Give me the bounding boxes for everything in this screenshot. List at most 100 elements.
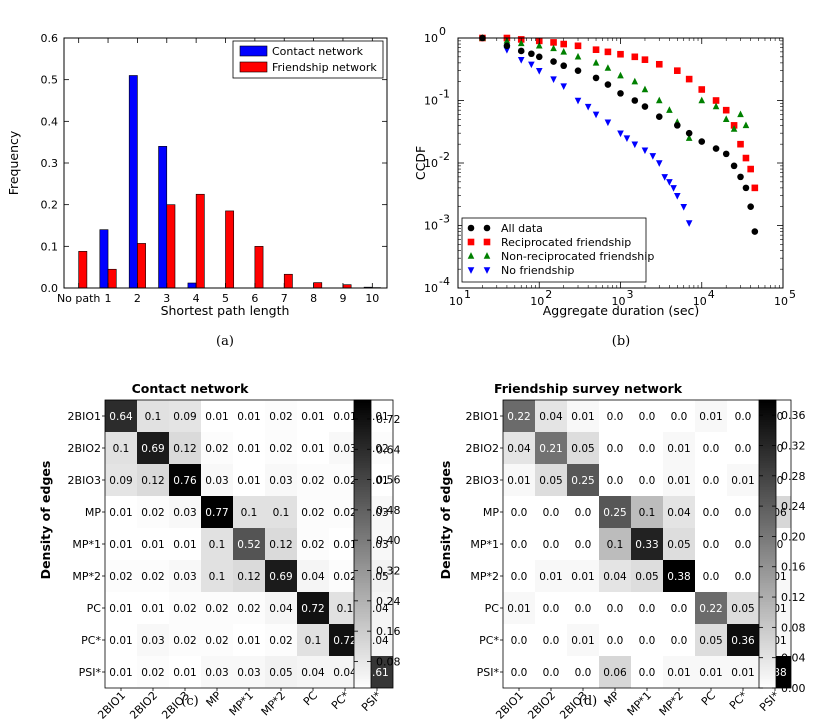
colorbar-tick-label: 0.40 (376, 534, 401, 547)
cell-value: 0.01 (237, 443, 260, 455)
colorbar-step (759, 623, 776, 627)
cell-value: 0.25 (603, 507, 626, 519)
colorbar-step (354, 505, 371, 509)
colorbar-step (759, 462, 776, 466)
colorbar-step (759, 448, 776, 451)
caption-c: (c) (181, 694, 198, 709)
heatmap-cell (297, 528, 329, 560)
point-reciprocated (742, 154, 750, 162)
heatmap-cell (201, 592, 233, 624)
colorbar-step (354, 628, 371, 631)
colorbar-frame (353, 399, 372, 689)
cell-value: 0.1 (607, 539, 624, 551)
point-no-friendship (649, 153, 657, 160)
colorbar-step (354, 426, 371, 430)
x-tick-label: 10 (365, 292, 379, 305)
cell-value: 0.0 (639, 411, 656, 423)
colorbar-step (759, 493, 776, 497)
cell-value: 0.02 (237, 603, 260, 615)
point-reciprocated (737, 140, 744, 148)
colorbar-tick-label: 0.48 (376, 504, 401, 517)
colorbar-step (354, 402, 371, 406)
row-label: PC* (479, 634, 499, 647)
colorbar-step (759, 438, 776, 442)
colorbar-step (759, 616, 776, 619)
point-all-data (550, 58, 557, 65)
heatmap-cell (599, 560, 631, 592)
colorbar-step (759, 678, 776, 682)
colorbar-step (354, 632, 371, 636)
y-tick-label: 0.2 (41, 199, 59, 212)
heatmap-cell (727, 656, 759, 688)
colorbar-step (759, 644, 776, 648)
cell-value: 0.25 (571, 475, 594, 487)
row-label: MP*1 (470, 538, 499, 551)
colorbar-step (759, 608, 776, 612)
colorbar-step (354, 544, 371, 547)
heatmap-cell (663, 400, 695, 432)
heatmap-cell (663, 496, 695, 528)
heatmap-cell (695, 624, 727, 656)
colorbar-step (759, 522, 776, 526)
y-axis-label: Density of edges (38, 461, 53, 580)
y-tick-exponent: -4 (439, 275, 450, 288)
point-reciprocated (641, 56, 649, 63)
heatmap-cell (535, 624, 567, 656)
colorbar-step (354, 685, 371, 689)
cell-value: 0.64 (109, 411, 133, 423)
heatmap-cell (169, 656, 201, 688)
y-axis: 0.0 0.1 0.2 0.3 0.4 0.5 0.6 (41, 32, 387, 295)
point-reciprocated (592, 46, 600, 53)
colorbar-step (759, 625, 776, 629)
row-label: 2BIO3 (466, 474, 499, 487)
bar-friendship (254, 246, 264, 289)
cell-value: 0.76 (173, 475, 197, 487)
cell-value: 0.06 (603, 667, 627, 679)
colorbar-step (759, 431, 776, 435)
cell-value: 0.69 (269, 571, 292, 583)
colorbar-step (354, 680, 371, 684)
x-axis-label: Shortest path length (161, 303, 290, 318)
colorbar-step (354, 404, 371, 408)
cell-value: 0.05 (635, 571, 658, 583)
legend-swatch-friendship (239, 61, 268, 73)
heatmap-cell (169, 592, 201, 624)
colorbar-step (354, 589, 371, 593)
cell-value: 0.01 (109, 539, 132, 551)
heatmap-cell (265, 464, 297, 496)
heatmap-cell (631, 624, 663, 656)
cell-value: 0.05 (731, 603, 754, 615)
cell-value: 0.03 (205, 667, 228, 679)
colorbar-step (354, 520, 371, 523)
cell-value: 0.05 (269, 667, 292, 679)
heatmap-cell (727, 624, 759, 656)
heatmap-cell (265, 496, 297, 528)
legend-marker-all-data (467, 224, 475, 232)
legend-marker-no-friendship (467, 267, 475, 274)
colorbar-step (354, 546, 371, 550)
heatmap-cell (201, 400, 233, 432)
heatmap-cell (137, 592, 169, 624)
colorbar-step (354, 661, 371, 665)
point-no-friendship (560, 83, 568, 90)
cell-value: 0.04 (301, 571, 325, 583)
cell-value: 0.0 (575, 667, 592, 679)
legend: All data Reciprocated friendship Non-rec… (461, 217, 654, 283)
heatmap-cell (695, 432, 727, 464)
y-tick-label: 0.6 (41, 32, 59, 45)
colorbar-step (759, 584, 776, 588)
point-no-friendship (592, 111, 600, 119)
cell-value: 0.01 (539, 571, 562, 583)
point-reciprocated (751, 184, 759, 192)
colorbar-tick-label: 0.36 (781, 409, 806, 422)
heatmap-cell (567, 560, 599, 592)
heatmap-cell (105, 432, 137, 464)
cell-value: 0.01 (237, 411, 260, 423)
colorbar-step (759, 416, 776, 420)
cell-value: 0.01 (333, 539, 356, 551)
colorbar-step (354, 599, 371, 603)
colorbar-step (759, 673, 776, 677)
colorbar-step (759, 452, 776, 456)
x-tick-label: 3 (163, 292, 170, 305)
